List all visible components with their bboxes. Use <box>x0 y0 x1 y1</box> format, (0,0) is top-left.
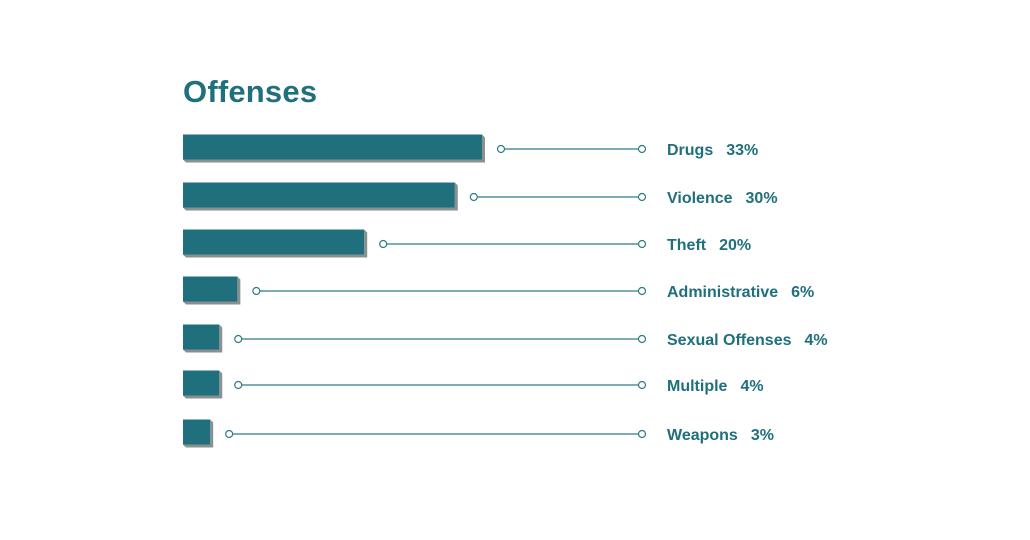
leader-start-dot <box>234 380 243 390</box>
leader-start-dot <box>225 429 234 439</box>
leader-end-dot <box>637 239 647 249</box>
leader-line-group <box>225 144 647 439</box>
bar-shadow <box>183 419 214 448</box>
bar-shadow <box>183 370 223 399</box>
leader-end-dot <box>637 286 647 296</box>
bar-shadow <box>183 134 485 163</box>
bar <box>183 134 482 160</box>
leader-start-dot <box>469 192 478 202</box>
value-label: 4% <box>805 332 828 349</box>
bar-shadow <box>183 229 368 258</box>
category-label: Administrative <box>667 284 778 301</box>
leader-end-dot <box>637 144 647 154</box>
category-label: Sexual Offenses <box>667 332 792 349</box>
category-label: Theft <box>667 237 707 254</box>
value-label: 33% <box>726 142 758 159</box>
bar <box>183 370 220 396</box>
value-label: 3% <box>751 427 774 444</box>
leader-end-dot <box>637 334 647 344</box>
bar <box>183 324 220 350</box>
value-label: 4% <box>740 378 763 395</box>
label-group: Drugs 33% Violence 30% Theft 20% Administrativ… <box>667 142 828 444</box>
category-label: Multiple <box>667 378 728 395</box>
bar-shadow <box>183 182 458 211</box>
value-label: 20% <box>719 237 751 254</box>
bar <box>183 419 211 445</box>
leader-end-dot <box>637 380 647 390</box>
leader-end-dot <box>637 192 647 202</box>
value-label: 30% <box>746 190 778 207</box>
leader-end-dot <box>637 429 647 439</box>
bar <box>183 229 365 255</box>
leader-start-dot <box>234 334 243 344</box>
bar-shadow <box>183 324 223 353</box>
bar-group <box>183 134 485 448</box>
chart-title: Offenses <box>183 74 318 109</box>
leader-start-dot <box>496 144 506 154</box>
value-label: 6% <box>791 284 814 301</box>
bar <box>183 182 455 208</box>
leader-start-dot <box>252 286 261 296</box>
category-label: Drugs <box>667 142 713 159</box>
category-label: Violence <box>667 190 733 207</box>
bar <box>183 276 238 302</box>
leader-start-dot <box>379 239 388 249</box>
category-label: Weapons <box>667 427 738 444</box>
bar-shadow <box>183 276 241 305</box>
